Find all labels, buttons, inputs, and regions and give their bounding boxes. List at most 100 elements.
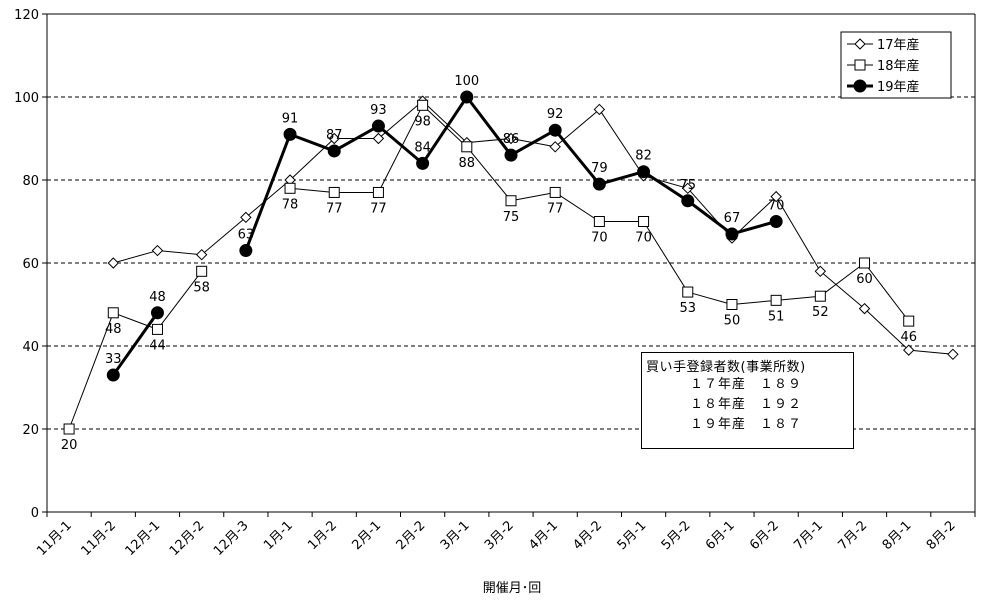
point-19年産-12月-3 (239, 244, 253, 258)
point-17年産-11月-2 (107, 257, 119, 269)
x-tick-label-7月-2: 7月-2 (836, 518, 871, 553)
data-label-18年産-3月-2: 75 (503, 210, 520, 225)
x-tick-label-2月-1: 2月-1 (349, 518, 384, 553)
point-17年産-2月-1 (372, 132, 385, 145)
point-17年産-5月-2 (682, 182, 694, 195)
data-label-19年産-11月-2: 33 (105, 352, 122, 367)
x-tick-label-6月-1: 6月-1 (703, 518, 738, 553)
point-18年産-5月-1 (638, 216, 650, 227)
data-label-19年産-5月-2: 75 (679, 178, 696, 193)
legend-label-17年産: 17年産 (877, 37, 920, 53)
point-19年産-2月-1 (371, 119, 385, 133)
data-label-19年産-3月-1: 100 (454, 74, 479, 89)
point-17年産-1月-2 (328, 132, 340, 145)
point-18年産-6月-2 (770, 294, 782, 306)
data-label-19年産-12月-3: 63 (238, 228, 255, 243)
point-17年産-12月-2 (195, 248, 208, 261)
data-label-19年産-6月-1: 67 (724, 211, 741, 226)
data-label-18年産-4月-2: 70 (591, 231, 608, 246)
data-label-18年産-12月-1: 44 (149, 338, 166, 353)
data-label-18年産-7月-2: 60 (856, 272, 873, 287)
data-label-18年産-3月-1: 88 (459, 156, 476, 171)
x-tick-label-12月-1: 12月-1 (123, 518, 164, 559)
legend-marker-18年産 (854, 59, 866, 71)
point-17年産-6月-2 (770, 190, 782, 203)
point-19年産-12月-1 (150, 306, 164, 320)
x-tick-label-2月-2: 2月-2 (394, 518, 429, 553)
buyer-registration-box: 買い手登録者数(事業所数) １７年産 １８９ １８年産 １９２ １９年産 １８７ (641, 352, 854, 449)
data-label-18年産-2月-2: 98 (414, 114, 431, 129)
point-18年産-1月-1 (284, 182, 296, 194)
point-19年産-4月-2 (592, 177, 606, 191)
point-18年産-12月-1 (151, 323, 163, 335)
y-tick-label-100: 100 (14, 91, 39, 106)
data-label-18年産-5月-2: 53 (679, 301, 696, 316)
x-tick-label-1月-2: 1月-2 (305, 518, 340, 553)
data-label-19年産-5月-1: 82 (635, 149, 652, 164)
point-19年産-4月-1 (548, 123, 562, 137)
y-tick-label-80: 80 (22, 174, 39, 189)
point-19年産-3月-2 (504, 148, 518, 162)
point-19年産-6月-1 (725, 227, 739, 241)
point-18年産-3月-1 (461, 141, 473, 153)
y-tick-label-0: 0 (31, 506, 39, 521)
point-18年産-4月-2 (593, 216, 605, 227)
series-line-19年産 (244, 95, 777, 252)
point-19年産-2月-2 (416, 156, 430, 170)
legend-marker-17年産 (854, 38, 866, 50)
data-label-19年産-12月-1: 48 (149, 290, 166, 305)
legend-label-19年産: 19年産 (877, 79, 920, 95)
point-17年産-7月-2 (858, 302, 871, 315)
data-label-19年産-1月-1: 91 (282, 111, 299, 126)
x-tick-label-3月-1: 3月-1 (438, 518, 473, 553)
series-19年産 (106, 90, 783, 382)
point-18年産-11月-2 (107, 307, 119, 319)
point-19年産-11月-2 (106, 368, 120, 382)
data-label-19年産-4月-2: 79 (591, 161, 608, 176)
data-label-18年産-1月-1: 78 (282, 197, 299, 212)
point-18年産-11月-1 (63, 423, 75, 435)
legend: 17年産 18年産 19年産 (840, 31, 952, 99)
data-label-18年産-12月-2: 58 (193, 280, 210, 295)
data-label-19年産-2月-2: 84 (414, 140, 431, 155)
point-17年産-12月-1 (151, 244, 164, 257)
x-tick-label-11月-1: 11月-1 (34, 518, 75, 559)
point-18年産-2月-2 (417, 99, 429, 111)
x-tick-label-5月-2: 5月-2 (659, 518, 694, 553)
point-17年産-3月-2 (505, 132, 517, 145)
point-18年産-7月-1 (814, 290, 826, 302)
x-tick-label-3月-2: 3月-2 (482, 518, 517, 553)
point-18年産-7月-2 (859, 257, 871, 269)
buyer-count-17: １７年産 １８９ (690, 377, 803, 392)
point-19年産-1月-2 (327, 144, 341, 158)
data-label-18年産-6月-2: 51 (768, 309, 785, 324)
data-label-18年産-7月-1: 52 (812, 305, 829, 320)
y-tick-label-40: 40 (22, 340, 39, 355)
point-19年産-5月-2 (681, 194, 695, 208)
x-tick-label-12月-3: 12月-3 (211, 518, 252, 559)
y-tick-label-60: 60 (22, 257, 39, 272)
y-tick-label-20: 20 (22, 423, 39, 438)
x-tick-label-5月-1: 5月-1 (615, 518, 650, 553)
x-tick-label-12月-2: 12月-2 (167, 518, 208, 559)
data-label-18年産-5月-1: 70 (635, 231, 652, 246)
point-17年産-8月-2 (947, 348, 959, 361)
series-17年産 (107, 95, 959, 361)
x-tick-label-4月-1: 4月-1 (526, 518, 561, 553)
data-label-18年産-4月-1: 77 (547, 201, 564, 216)
point-18年産-5月-2 (682, 286, 694, 298)
legend-marker-19年産 (853, 79, 867, 93)
point-18年産-12月-2 (196, 265, 208, 277)
x-axis-title: 開催月･回 (483, 581, 542, 596)
x-tick-label-6月-2: 6月-2 (747, 518, 782, 553)
point-17年産-12月-3 (240, 211, 252, 224)
data-label-18年産-11月-2: 48 (105, 322, 122, 337)
point-17年産-4月-2 (593, 103, 606, 116)
series-18年産 (63, 99, 915, 435)
buyer-count-19: １９年産 １８７ (690, 417, 803, 432)
series-layer (63, 90, 959, 435)
point-19年産-3月-1 (460, 90, 474, 104)
x-tick-label-4月-2: 4月-2 (570, 518, 605, 553)
y-tick-label-120: 120 (14, 8, 39, 23)
